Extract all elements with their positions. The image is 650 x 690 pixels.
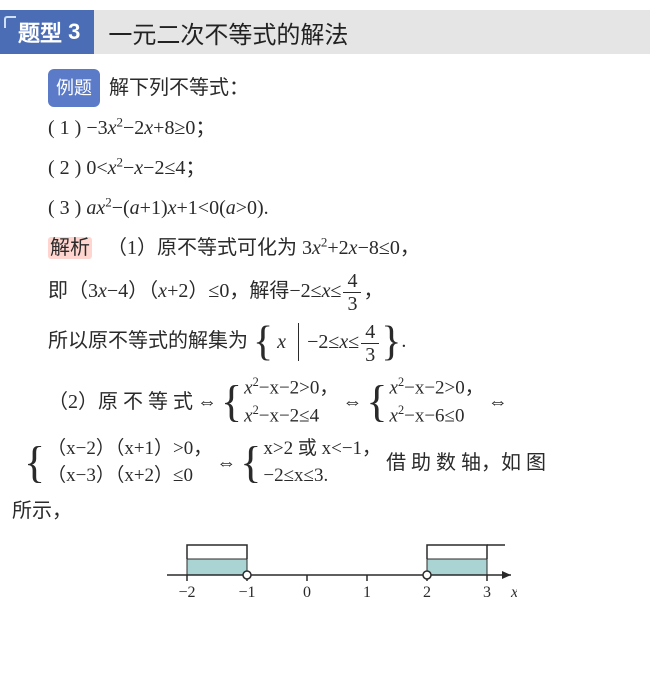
section-header: 题型 3 一元二次不等式的解法 — [0, 10, 650, 54]
number-line-svg: −2 −1 0 1 2 3 x — [157, 537, 517, 607]
example-prompt: 例题 解下列不等式： — [48, 68, 626, 108]
system-2: { x2−x−2>0， x2−x−6≤0 — [366, 374, 483, 430]
svg-text:−1: −1 — [238, 584, 255, 601]
solution-line-4: （2）原 不 等 式 ⇔ { x2−x−2>0， x2−x−2≤4 ⇔ { x2… — [48, 374, 626, 430]
solution-line-2: 即（3x−4）（x+2）≤0，解得−2≤x≤43， — [48, 268, 626, 315]
svg-text:1: 1 — [363, 584, 371, 601]
solution-line-3: 所以原不等式的解集为 { x −2≤x≤43 } . — [48, 315, 626, 368]
prompt-text: 解下列不等式： — [109, 77, 249, 99]
section-title: 一元二次不等式的解法 — [94, 10, 348, 54]
solution-line-1: 解析 （1）原不等式可化为 3x2+2x−8≤0， — [48, 228, 626, 268]
svg-text:3: 3 — [483, 584, 491, 601]
solution-label: 解析 — [48, 237, 92, 259]
content: 例题 解下列不等式： ( 1 ) −3x2−2x+8≥0； ( 2 ) 0<x2… — [0, 68, 650, 641]
svg-text:2: 2 — [423, 584, 431, 601]
problem-3: ( 3 ) ax2−(a+1)x+1<0(a>0). — [48, 188, 626, 228]
problem-1: ( 1 ) −3x2−2x+8≥0； — [48, 108, 626, 148]
number-line: −2 −1 0 1 2 3 x — [48, 531, 626, 641]
svg-text:x: x — [510, 584, 517, 601]
badge-number: 3 — [68, 19, 80, 45]
set-notation: { x −2≤x≤43 } — [253, 316, 401, 368]
svg-text:0: 0 — [303, 584, 311, 601]
example-label: 例题 — [48, 69, 100, 107]
system-4: { x>2 或 x<−1， −2≤x≤3. — [240, 436, 381, 489]
solution-line-5: { （x−2）（x+1）>0， （x−3）（x+2）≤0 ⇔ { x>2 或 x… — [12, 436, 626, 489]
problem-2: ( 2 ) 0<x2−x−2≤4； — [48, 148, 626, 188]
system-3: { （x−2）（x+1）>0， （x−3）（x+2）≤0 — [24, 436, 212, 489]
badge: 题型 3 — [0, 10, 94, 54]
badge-prefix: 题型 — [18, 16, 62, 48]
solution-line-6: 所示， — [12, 491, 626, 531]
fraction: 43 — [343, 270, 361, 315]
system-1: { x2−x−2>0， x2−x−2≤4 — [221, 374, 338, 430]
svg-text:−2: −2 — [178, 584, 195, 601]
